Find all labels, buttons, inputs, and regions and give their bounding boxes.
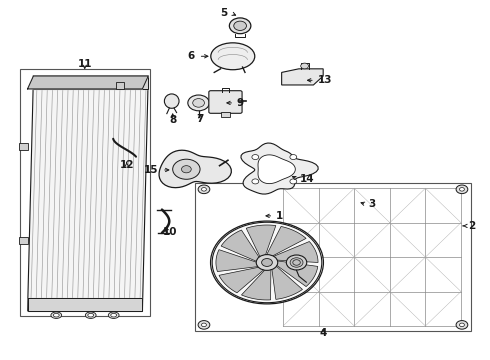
Polygon shape	[27, 76, 148, 311]
Polygon shape	[27, 298, 143, 311]
Text: 9: 9	[237, 98, 244, 108]
Ellipse shape	[286, 255, 307, 270]
Polygon shape	[282, 69, 323, 85]
Circle shape	[256, 255, 278, 270]
Ellipse shape	[85, 312, 96, 319]
Circle shape	[172, 159, 200, 179]
Ellipse shape	[88, 314, 94, 317]
Text: 11: 11	[77, 59, 92, 69]
Text: 7: 7	[196, 114, 204, 124]
Polygon shape	[241, 143, 318, 194]
Polygon shape	[221, 230, 260, 262]
Circle shape	[252, 154, 259, 159]
Ellipse shape	[108, 312, 119, 319]
Circle shape	[301, 63, 309, 69]
Text: 8: 8	[169, 115, 176, 125]
Bar	[19, 143, 27, 150]
Circle shape	[290, 179, 297, 184]
Circle shape	[234, 21, 246, 31]
Polygon shape	[276, 261, 318, 287]
Polygon shape	[33, 76, 148, 89]
Bar	[116, 82, 124, 89]
Circle shape	[460, 188, 465, 191]
Ellipse shape	[53, 314, 59, 317]
Bar	[195, 183, 471, 331]
Circle shape	[188, 95, 209, 111]
Text: 15: 15	[144, 165, 158, 175]
Circle shape	[252, 179, 259, 184]
Text: 4: 4	[319, 328, 327, 338]
Polygon shape	[272, 242, 318, 262]
Text: 14: 14	[300, 174, 315, 184]
Text: 1: 1	[276, 211, 283, 221]
Ellipse shape	[211, 43, 255, 70]
Circle shape	[198, 185, 210, 194]
Text: 10: 10	[163, 227, 177, 237]
Circle shape	[293, 260, 300, 265]
Polygon shape	[242, 269, 271, 300]
Circle shape	[198, 320, 210, 329]
Text: 6: 6	[187, 51, 195, 61]
Text: 3: 3	[368, 199, 376, 210]
Circle shape	[290, 154, 297, 159]
Polygon shape	[27, 76, 148, 89]
Polygon shape	[272, 266, 302, 300]
FancyBboxPatch shape	[209, 91, 242, 113]
Circle shape	[456, 185, 468, 194]
Circle shape	[181, 166, 191, 173]
Ellipse shape	[164, 94, 179, 108]
Polygon shape	[219, 267, 264, 293]
Circle shape	[229, 18, 251, 34]
Circle shape	[460, 323, 465, 327]
Circle shape	[212, 222, 322, 303]
Circle shape	[262, 258, 272, 266]
Ellipse shape	[111, 314, 117, 317]
Polygon shape	[266, 226, 306, 256]
Polygon shape	[246, 225, 276, 257]
Bar	[19, 237, 27, 244]
Polygon shape	[258, 155, 295, 184]
Circle shape	[193, 99, 204, 107]
Polygon shape	[159, 150, 231, 188]
Bar	[20, 69, 150, 316]
Circle shape	[201, 323, 206, 327]
Text: 5: 5	[220, 8, 227, 18]
Text: 2: 2	[468, 221, 476, 231]
Circle shape	[456, 320, 468, 329]
Ellipse shape	[51, 312, 62, 319]
Polygon shape	[216, 250, 259, 271]
Circle shape	[290, 258, 303, 267]
Text: 13: 13	[318, 75, 332, 85]
Circle shape	[201, 188, 206, 191]
Text: 12: 12	[120, 160, 134, 170]
Bar	[220, 112, 230, 117]
